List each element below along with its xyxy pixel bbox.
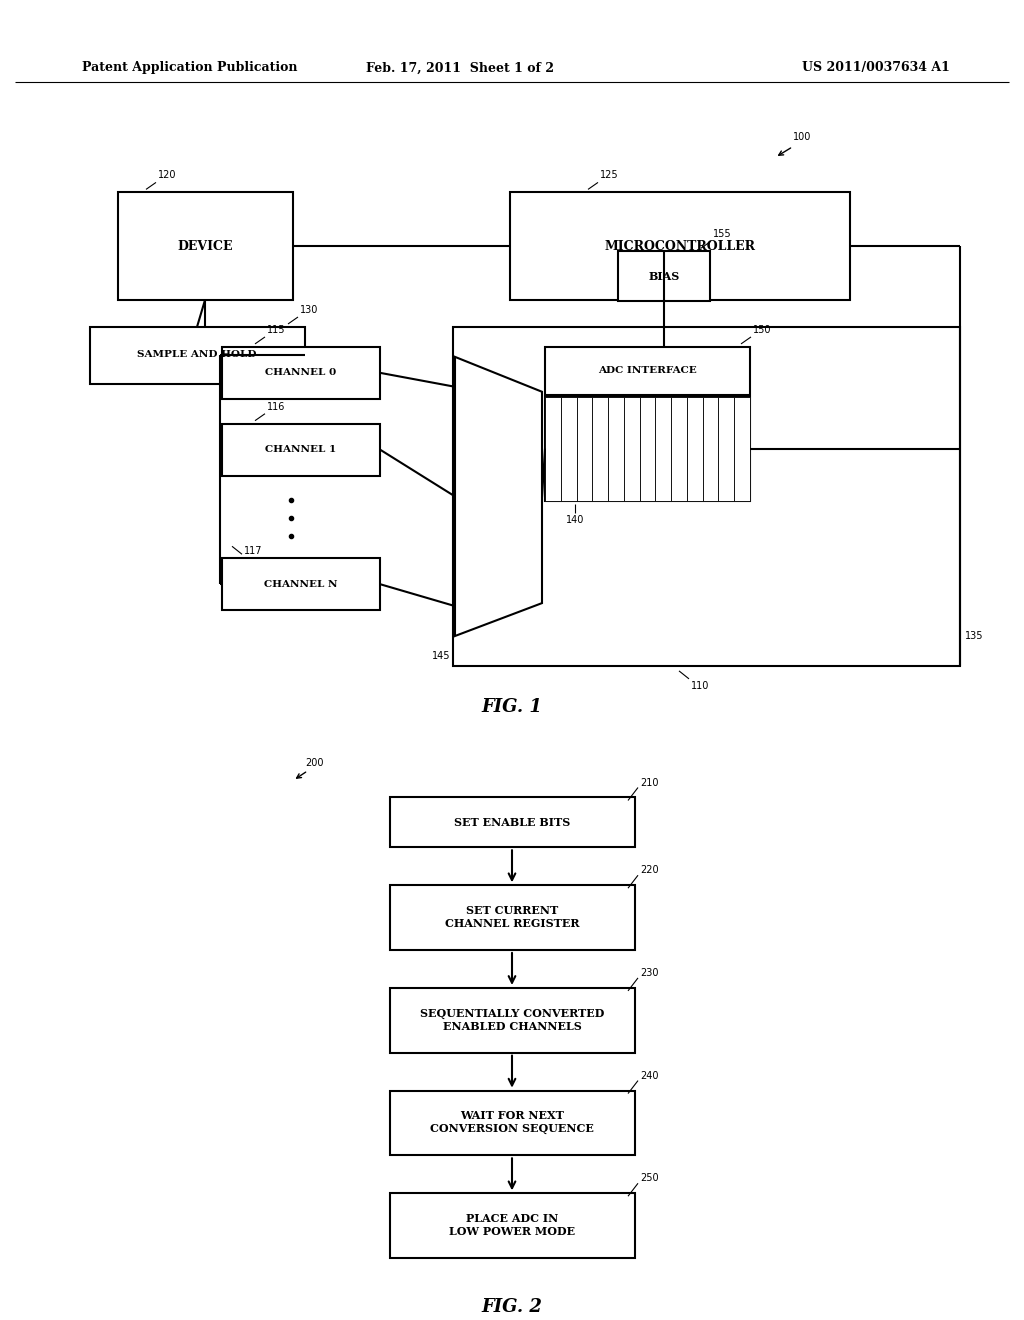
Text: 250: 250 [640, 1173, 658, 1183]
Text: FIG. 2: FIG. 2 [481, 1298, 543, 1316]
Text: MICROCONTROLLER: MICROCONTROLLER [604, 240, 756, 252]
Text: 150: 150 [753, 325, 771, 335]
Text: US 2011/0037634 A1: US 2011/0037634 A1 [802, 61, 950, 74]
Bar [592, 397, 608, 502]
Bar [118, 193, 293, 300]
Bar [624, 397, 640, 502]
Text: CHANNEL N: CHANNEL N [264, 579, 338, 589]
Bar [390, 1193, 635, 1258]
Text: DEVICE: DEVICE [177, 240, 232, 252]
Text: CHANNEL 0: CHANNEL 0 [265, 368, 337, 378]
Bar [719, 397, 734, 502]
Bar [577, 397, 592, 502]
Text: 117: 117 [244, 546, 262, 556]
Text: 145: 145 [431, 651, 450, 661]
Text: SAMPLE AND HOLD: SAMPLE AND HOLD [137, 350, 257, 359]
Text: SET ENABLE BITS: SET ENABLE BITS [454, 817, 570, 828]
Bar [545, 397, 561, 502]
Bar [561, 397, 577, 502]
Text: FIG. 1: FIG. 1 [481, 698, 543, 715]
Text: 130: 130 [300, 305, 318, 315]
Text: Feb. 17, 2011  Sheet 1 of 2: Feb. 17, 2011 Sheet 1 of 2 [366, 61, 554, 74]
Bar [545, 347, 750, 395]
Bar [510, 193, 850, 300]
Text: 155: 155 [713, 230, 731, 239]
Text: 210: 210 [640, 777, 658, 788]
Bar [618, 251, 710, 301]
Bar [390, 987, 635, 1052]
Bar [222, 347, 380, 399]
Bar [390, 797, 635, 847]
Bar [734, 397, 750, 502]
Text: 200: 200 [305, 758, 324, 768]
Bar [608, 397, 624, 502]
Bar [655, 397, 671, 502]
Text: SEQUENTIALLY CONVERTED
ENABLED CHANNELS: SEQUENTIALLY CONVERTED ENABLED CHANNELS [420, 1008, 604, 1032]
Bar [671, 397, 687, 502]
Bar [640, 397, 655, 502]
Text: Patent Application Publication: Patent Application Publication [82, 61, 298, 74]
Text: PLACE ADC IN
LOW POWER MODE: PLACE ADC IN LOW POWER MODE [449, 1213, 575, 1237]
Text: 100: 100 [793, 132, 811, 141]
Text: 115: 115 [267, 325, 286, 335]
Bar [222, 424, 380, 475]
Text: 140: 140 [566, 515, 584, 525]
Text: SET CURRENT
CHANNEL REGISTER: SET CURRENT CHANNEL REGISTER [444, 906, 580, 929]
Text: 116: 116 [267, 401, 286, 412]
Text: 110: 110 [691, 681, 710, 690]
Bar [390, 1090, 635, 1155]
Bar [222, 558, 380, 610]
Text: WAIT FOR NEXT
CONVERSION SEQUENCE: WAIT FOR NEXT CONVERSION SEQUENCE [430, 1110, 594, 1134]
Bar [545, 397, 750, 502]
Bar [390, 886, 635, 950]
Bar [702, 397, 719, 502]
Text: CHANNEL 1: CHANNEL 1 [265, 445, 337, 454]
Text: 240: 240 [640, 1071, 658, 1081]
Bar [90, 327, 305, 384]
Text: 135: 135 [965, 631, 983, 642]
Text: ADC INTERFACE: ADC INTERFACE [598, 367, 696, 375]
Text: 125: 125 [600, 170, 618, 181]
Bar [453, 327, 961, 665]
Bar [687, 397, 702, 502]
Text: BIAS: BIAS [648, 271, 680, 281]
Text: 230: 230 [640, 968, 658, 978]
Text: 120: 120 [158, 170, 176, 181]
Text: 220: 220 [640, 865, 658, 875]
